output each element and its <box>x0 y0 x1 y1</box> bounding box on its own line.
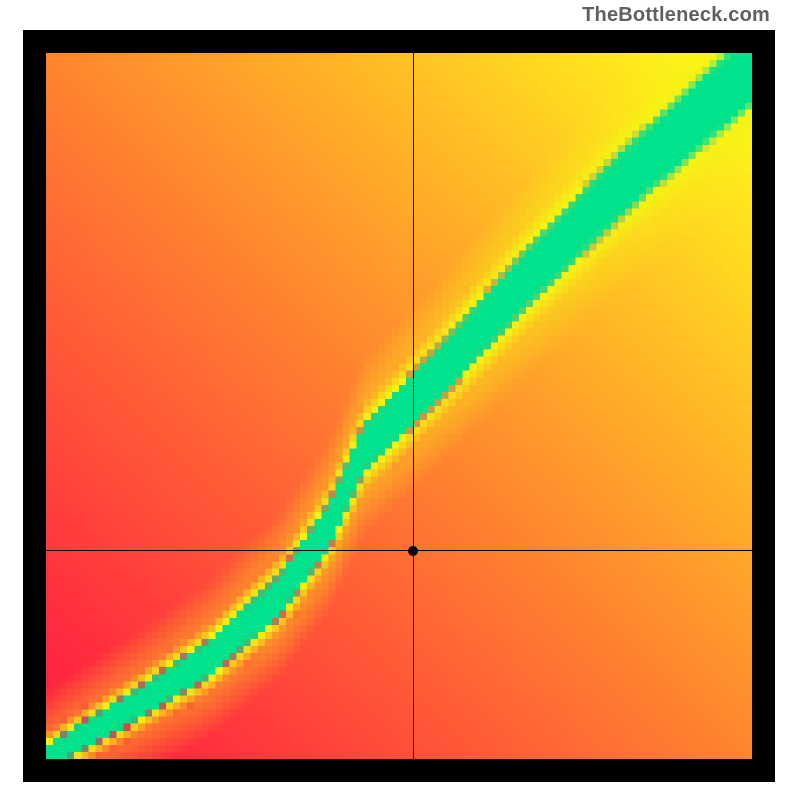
attribution-text: TheBottleneck.com <box>582 4 770 27</box>
crosshair-horizontal <box>46 550 752 551</box>
chart-container: TheBottleneck.com <box>0 0 800 800</box>
crosshair-vertical <box>413 53 414 759</box>
heatmap-canvas <box>46 53 752 759</box>
marker-dot <box>408 546 418 556</box>
